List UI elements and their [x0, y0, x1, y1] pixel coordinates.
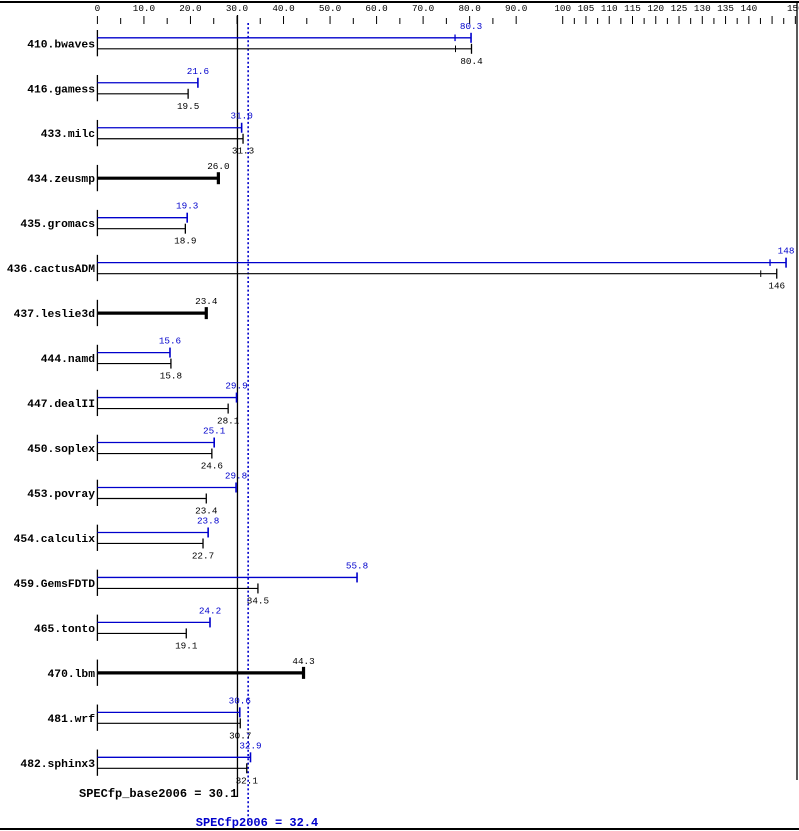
svg-text:450.soplex: 450.soplex	[27, 444, 95, 456]
svg-text:70.0: 70.0	[412, 3, 434, 14]
svg-text:24.6: 24.6	[201, 461, 223, 472]
svg-text:481.wrf: 481.wrf	[48, 714, 96, 726]
svg-text:50.0: 50.0	[319, 3, 341, 14]
svg-text:60.0: 60.0	[365, 3, 387, 14]
svg-text:125: 125	[671, 3, 688, 14]
svg-text:30.0: 30.0	[226, 3, 248, 14]
svg-text:110: 110	[601, 3, 618, 14]
svg-text:SPECfp2006 = 32.4: SPECfp2006 = 32.4	[196, 816, 318, 830]
svg-text:40.0: 40.0	[272, 3, 294, 14]
svg-text:465.tonto: 465.tonto	[34, 624, 95, 636]
svg-text:29.8: 29.8	[225, 471, 247, 482]
svg-text:80.3: 80.3	[460, 21, 482, 32]
svg-text:80.4: 80.4	[460, 56, 483, 67]
svg-text:115: 115	[624, 3, 641, 14]
svg-text:410.bwaves: 410.bwaves	[27, 39, 95, 51]
svg-text:416.gamess: 416.gamess	[27, 84, 95, 96]
svg-text:433.milc: 433.milc	[41, 129, 95, 141]
svg-text:22.7: 22.7	[192, 550, 214, 561]
svg-text:444.namd: 444.namd	[41, 354, 95, 366]
svg-text:15.6: 15.6	[159, 336, 181, 347]
svg-text:120: 120	[647, 3, 664, 14]
svg-text:0: 0	[95, 3, 101, 14]
svg-text:19.1: 19.1	[175, 640, 198, 651]
svg-text:21.6: 21.6	[187, 66, 209, 77]
svg-text:24.2: 24.2	[199, 605, 221, 616]
svg-text:459.GemsFDTD: 459.GemsFDTD	[14, 579, 96, 591]
svg-text:482.sphinx3: 482.sphinx3	[20, 759, 95, 771]
svg-text:454.calculix: 454.calculix	[14, 534, 96, 546]
svg-text:31.3: 31.3	[232, 146, 254, 157]
svg-text:148: 148	[778, 246, 795, 257]
svg-text:34.5: 34.5	[247, 595, 269, 606]
svg-text:19.3: 19.3	[176, 201, 198, 212]
svg-text:436.cactusADM: 436.cactusADM	[7, 264, 95, 276]
svg-text:23.4: 23.4	[195, 296, 218, 307]
svg-text:470.lbm: 470.lbm	[48, 669, 96, 681]
svg-text:434.zeusmp: 434.zeusmp	[27, 174, 95, 186]
svg-text:26.0: 26.0	[207, 161, 229, 172]
svg-text:100: 100	[554, 3, 571, 14]
svg-text:435.gromacs: 435.gromacs	[20, 219, 95, 231]
svg-text:23.8: 23.8	[197, 515, 219, 526]
svg-text:25.1: 25.1	[203, 426, 226, 437]
svg-text:55.8: 55.8	[346, 560, 368, 571]
svg-text:15.8: 15.8	[160, 371, 182, 382]
svg-text:32.1: 32.1	[236, 775, 259, 786]
svg-text:SPECfp_base2006 = 30.1: SPECfp_base2006 = 30.1	[79, 787, 237, 801]
svg-text:130: 130	[694, 3, 711, 14]
svg-text:146: 146	[768, 281, 785, 292]
svg-text:453.povray: 453.povray	[27, 489, 95, 501]
svg-text:90.0: 90.0	[505, 3, 527, 14]
svg-text:10.0: 10.0	[133, 3, 155, 14]
svg-text:29.9: 29.9	[225, 381, 247, 392]
svg-text:20.0: 20.0	[179, 3, 201, 14]
svg-text:30.6: 30.6	[229, 695, 251, 706]
svg-text:19.5: 19.5	[177, 101, 199, 112]
svg-text:44.3: 44.3	[292, 656, 314, 667]
svg-text:31.0: 31.0	[230, 111, 252, 122]
svg-text:135: 135	[717, 3, 734, 14]
svg-text:18.9: 18.9	[174, 236, 196, 247]
svg-text:140: 140	[740, 3, 757, 14]
svg-text:105: 105	[578, 3, 595, 14]
svg-text:447.dealII: 447.dealII	[27, 399, 95, 411]
svg-text:32.9: 32.9	[239, 740, 261, 751]
svg-text:437.leslie3d: 437.leslie3d	[14, 309, 95, 321]
svg-text:80.0: 80.0	[458, 3, 480, 14]
